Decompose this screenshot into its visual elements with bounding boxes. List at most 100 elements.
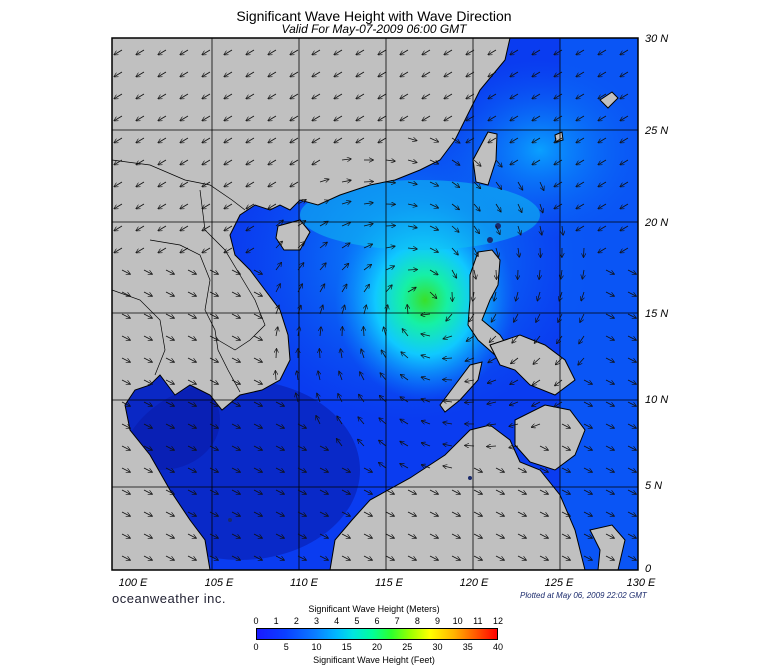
wave-direction-arrow: [341, 284, 347, 293]
wave-direction-arrow: [473, 511, 482, 516]
wave-direction-arrow: [290, 159, 299, 165]
wave-direction-arrow: [290, 93, 299, 99]
wave-direction-arrow: [532, 159, 541, 165]
meter-tick-label: 3: [313, 616, 319, 626]
land-ryukyu-1: [599, 91, 619, 109]
wave-direction-arrow: [209, 533, 218, 538]
wave-direction-arrow: [187, 269, 196, 274]
wave-direction-arrow: [495, 511, 504, 516]
wave-direction-arrow: [558, 313, 563, 322]
wave-direction-arrow: [576, 137, 585, 143]
feet-tick-label: 35: [462, 642, 473, 652]
wave-direction-arrow: [275, 445, 284, 450]
wave-direction-arrow: [341, 489, 350, 494]
wave-direction-arrow: [114, 203, 123, 209]
wave-direction-arrow: [231, 555, 240, 560]
wave-direction-arrow: [407, 226, 417, 228]
wave-direction-arrow: [514, 313, 519, 322]
wave-direction-arrow: [444, 93, 453, 99]
wave-direction-arrow: [598, 115, 607, 121]
wave-direction-arrow: [121, 401, 130, 406]
wave-direction-arrow: [165, 467, 174, 472]
wave-direction-arrow: [319, 489, 328, 494]
wave-direction-arrow: [121, 467, 130, 472]
wave-direction-arrow: [341, 264, 349, 271]
wave-direction-arrow: [275, 533, 284, 538]
wave-direction-arrow: [539, 467, 548, 472]
wave-direction-arrow: [443, 422, 453, 424]
wave-direction-arrow: [114, 181, 123, 187]
wave-direction-arrow: [143, 445, 152, 450]
wave-direction-arrow: [620, 159, 629, 165]
wave-direction-arrow: [579, 335, 585, 344]
wave-direction-arrow: [246, 203, 255, 209]
wave-direction-arrow: [627, 269, 636, 274]
land-sulawesi: [589, 524, 626, 570]
wave-direction-arrow: [451, 225, 459, 232]
wave-direction-arrow: [231, 401, 240, 406]
wave-direction-arrow: [474, 269, 476, 279]
wave-direction-arrow: [317, 394, 320, 403]
wave-direction-arrow: [334, 137, 343, 143]
wave-direction-arrow: [518, 225, 521, 235]
wave-direction-arrow: [473, 489, 482, 494]
meter-tick-label: 9: [434, 616, 440, 626]
lon-label: 130 E: [626, 577, 656, 589]
wave-direction-arrow: [451, 269, 456, 278]
wave-direction-arrow: [583, 445, 592, 450]
wave-direction-arrow: [143, 379, 152, 384]
lon-label: 125 E: [544, 577, 574, 589]
wave-direction-arrow: [400, 419, 409, 425]
wave-direction-arrow: [136, 137, 145, 143]
wave-direction-arrow: [319, 445, 328, 450]
wave-direction-arrow: [187, 511, 196, 516]
lat-label: 30 N: [645, 33, 669, 45]
wave-direction-arrow: [158, 181, 167, 187]
wave-direction-arrow: [341, 201, 351, 204]
wave-direction-arrow: [407, 204, 417, 206]
wave-direction-arrow: [605, 379, 614, 384]
wave-direction-arrow: [422, 399, 431, 402]
wave-direction-arrow: [562, 225, 563, 235]
lat-label: 10 N: [645, 394, 669, 406]
wave-direction-arrow: [443, 466, 453, 468]
wave-direction-arrow: [620, 93, 629, 99]
meter-tick-label: 11: [473, 616, 483, 626]
wave-direction-arrow: [385, 246, 395, 248]
wave-direction-arrow: [583, 401, 592, 406]
wave-direction-arrow: [422, 421, 431, 424]
wave-direction-arrow: [429, 555, 438, 560]
wave-direction-arrow: [209, 357, 218, 362]
meter-tick-label: 0: [253, 616, 259, 626]
wave-direction-arrow: [488, 71, 497, 77]
wave-direction-arrow: [275, 220, 283, 227]
wave-direction-arrow: [209, 423, 218, 428]
wave-direction-arrow: [202, 137, 211, 143]
wave-direction-arrow: [509, 424, 519, 426]
wave-direction-arrow: [319, 533, 328, 538]
island: [495, 223, 501, 229]
wave-direction-arrow: [363, 533, 372, 538]
wave-direction-arrow: [473, 467, 482, 472]
meter-tick-label: 10: [452, 616, 463, 626]
colorbar-title-meters: Significant Wave Height (Meters): [308, 604, 440, 614]
wave-direction-arrow: [253, 335, 262, 340]
wave-direction-arrow: [136, 203, 145, 209]
wave-direction-arrow: [253, 401, 262, 406]
wave-direction-arrow: [297, 467, 306, 472]
wave-direction-arrow: [312, 71, 321, 77]
wave-direction-arrow: [253, 269, 262, 274]
wave-direction-arrow: [231, 489, 240, 494]
wave-direction-arrow: [165, 489, 174, 494]
wave-direction-arrow: [407, 533, 416, 538]
wave-direction-arrow: [356, 137, 365, 143]
wave-direction-arrow: [539, 489, 548, 494]
wave-direction-arrow: [114, 225, 123, 231]
wave-direction-arrow: [202, 71, 211, 77]
wave-direction-arrow: [407, 182, 417, 184]
feet-tick-label: 0: [253, 642, 259, 652]
wave-direction-arrow: [557, 335, 563, 343]
wave-direction-arrow: [363, 203, 373, 204]
wave-direction-arrow: [246, 49, 255, 55]
wave-direction-arrow: [276, 349, 277, 359]
